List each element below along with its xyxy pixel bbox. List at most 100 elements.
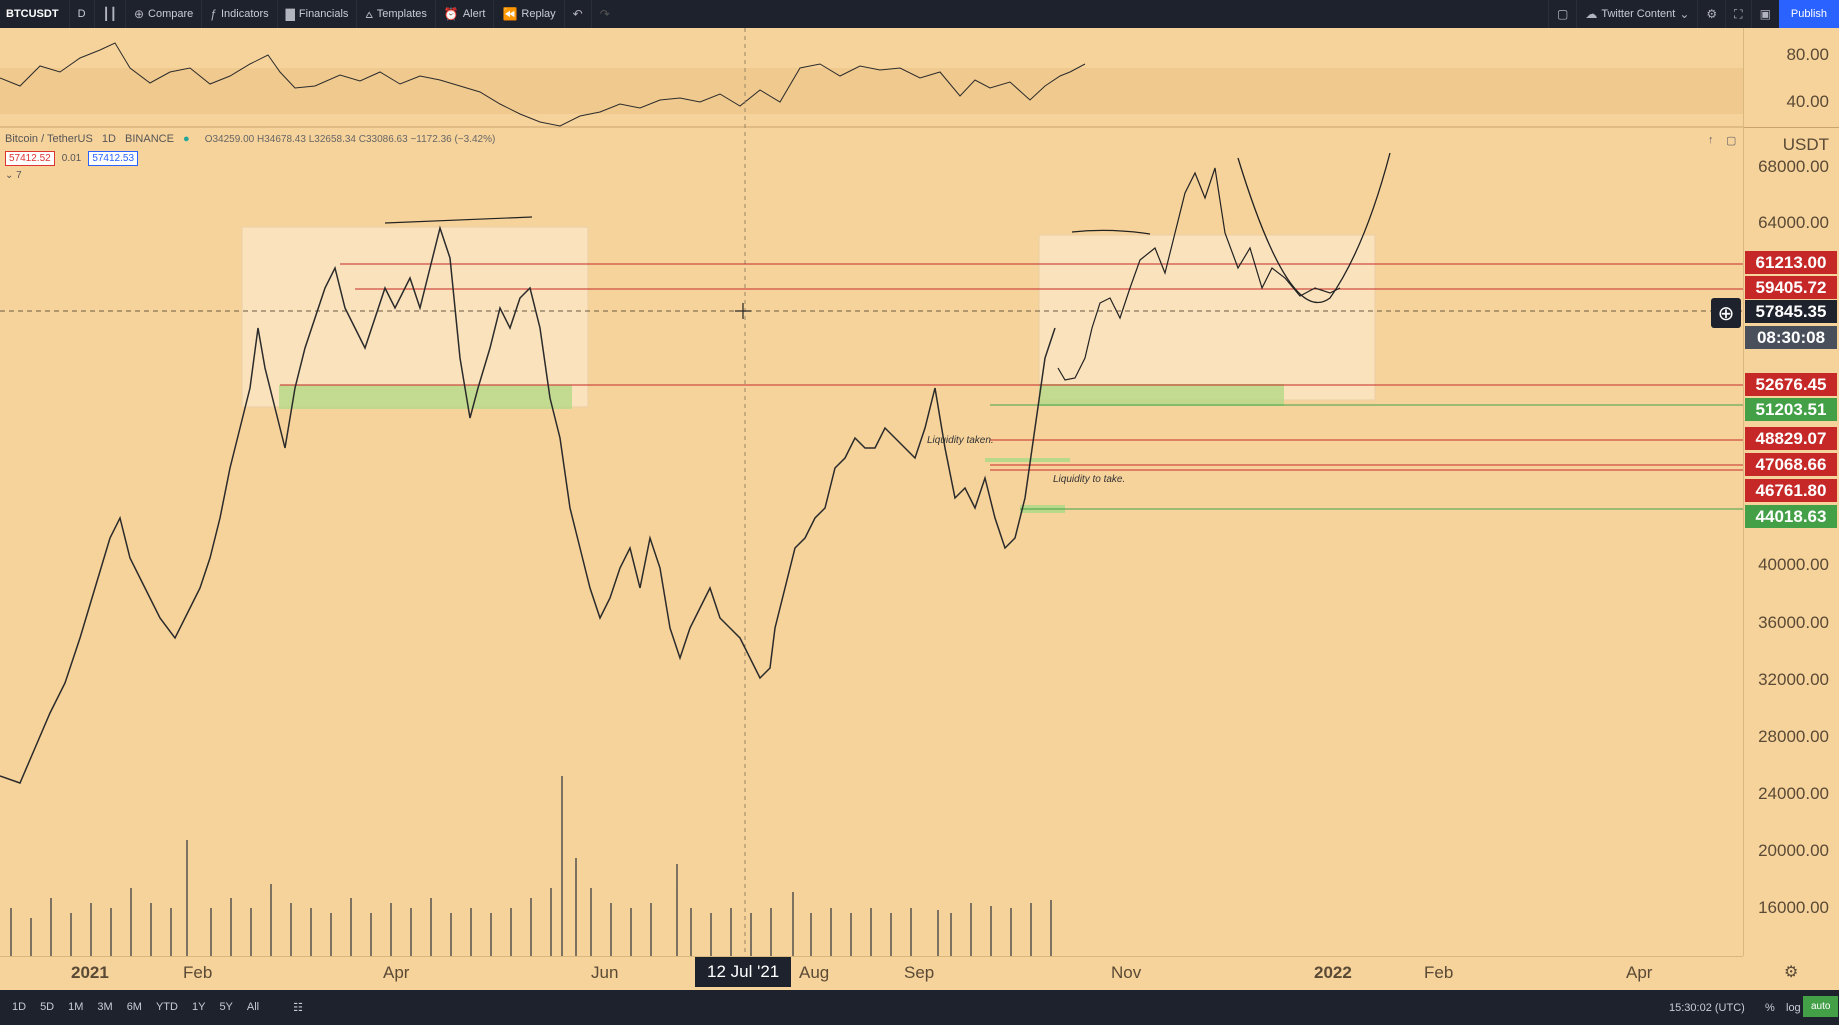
arrow-line[interactable] [384,216,533,224]
price-tag: 52676.45 [1745,373,1837,396]
axis-separator [1744,127,1839,128]
rsi-band [0,68,1743,114]
ask-price[interactable]: 57412.53 [88,151,139,166]
price-tick: 64000.00 [1758,213,1829,232]
compare-button[interactable]: ⊕ Compare [124,0,201,28]
log-toggle[interactable]: log [1786,1001,1801,1014]
price-tag: 44018.63 [1745,505,1837,528]
status-dot-icon: ● [183,133,190,145]
time-tick: 2022 [1314,963,1352,982]
price-tag: 46761.80 [1745,479,1837,502]
interval-button[interactable]: D [68,0,94,28]
time-tick: Aug [799,963,830,982]
cloud-icon: ☁ [1585,7,1598,21]
indicators-label: Indicators [220,8,269,20]
toolbar-right: ▢ ☁ Twitter Content ⌄ ⚙ ⛶ ▣ Publish [1548,0,1839,28]
undo-button[interactable]: ↶ [563,0,591,28]
add-alert-icon[interactable]: ⊕ [1711,298,1741,328]
redo-button[interactable]: ↷ [590,0,618,28]
undo-icon: ↶ [572,7,583,21]
templates-button[interactable]: ⩟ Templates [356,0,434,28]
square-icon: ▢ [1557,7,1569,21]
select-layout-button[interactable]: ▢ [1548,0,1576,28]
layout-menu[interactable]: ☁ Twitter Content ⌄ [1576,0,1697,28]
legend-title[interactable]: Bitcoin / TetherUS [5,133,93,145]
range-5y[interactable]: 5Y [219,1001,233,1013]
templates-label: Templates [376,8,427,20]
price-tick: 20000.00 [1758,841,1829,860]
crosshair-date-label: 12 Jul '21 [695,957,792,987]
time-tick: Nov [1111,963,1142,982]
legend-interval: 1D [101,133,116,145]
axis-settings-icon[interactable]: ⚙ [1784,964,1799,981]
publish-button[interactable]: Publish [1778,0,1839,28]
financials-label: Financials [298,8,349,20]
candles-icon: ┃┃ [102,7,117,21]
clock[interactable]: 15:30:02 (UTC) [1669,1001,1745,1014]
scribble[interactable] [1071,229,1151,235]
price-series [0,225,1056,784]
collapse-icon[interactable]: ⌄ [5,170,14,181]
rsi-tick-80: 80.00 [1786,45,1829,64]
price-tick: 28000.00 [1758,727,1829,746]
forecast-path[interactable] [1057,167,1341,381]
settings-button[interactable]: ⚙ [1697,0,1725,28]
financials-button[interactable]: ▇ Financials [276,0,357,28]
bottom-toolbar: 1D 5D 1M 3M 6M YTD 1Y 5Y All ☷ 15:30:02 … [0,990,1839,1025]
alarm-clock-icon: ⏰ [443,7,459,21]
time-tick: Jun [591,963,619,982]
symbol-search[interactable]: BTCUSDT [6,8,59,20]
range-box-left[interactable] [241,226,589,408]
range-1d[interactable]: 1D [12,1001,27,1013]
indicators-button[interactable]: ƒ Indicators [201,0,276,28]
maximize-pane-icon[interactable]: ▢ [1726,135,1737,147]
currency-label: USDT [1782,135,1829,154]
range-6m[interactable]: 6M [126,1001,142,1013]
range-all[interactable]: All [246,1001,260,1013]
range-1y[interactable]: 1Y [191,1001,206,1013]
demand-zone-left[interactable] [279,385,572,409]
small-zone-1[interactable] [985,458,1070,462]
time-tick: Feb [183,963,213,982]
auto-toggle[interactable]: auto [1803,996,1839,1017]
date-range-icon[interactable]: ☷ [293,1002,304,1014]
bid-price[interactable]: 57412.52 [5,151,55,166]
chart-pane[interactable]: Bitcoin / TetherUS 1D BINANCE ● O34259.0… [0,28,1743,956]
time-tick: Sep [904,963,935,982]
templates-icon: ⩟ [365,6,373,21]
range-box-right[interactable] [1038,234,1376,401]
price-tick: 40000.00 [1758,555,1829,574]
alert-button[interactable]: ⏰ Alert [434,0,494,28]
price-axis[interactable]: 80.00 40.00 USDT 68000.00 64000.00 61213… [1743,28,1839,956]
range-1m[interactable]: 1M [68,1001,84,1013]
chart-canvas[interactable] [0,28,1743,956]
annotation-liquidity-taken[interactable]: Liquidity taken. [927,435,994,446]
function-icon: ƒ [210,7,217,21]
replay-button[interactable]: ⏪ Replay [493,0,563,28]
snapshot-button[interactable]: ▣ [1750,0,1779,28]
price-tick: 16000.00 [1758,898,1829,917]
rewind-icon: ⏪ [502,7,518,21]
range-3m[interactable]: 3M [97,1001,113,1013]
time-axis[interactable]: 2021 Feb Apr Jun 12 Jul '21 Aug Sep Nov … [0,956,1743,988]
price-tag: 51203.51 [1745,398,1837,421]
forecast-curve[interactable] [1237,152,1391,304]
chart-type-button[interactable]: ┃┃ [93,0,125,28]
fullscreen-button[interactable]: ⛶ [1725,0,1750,28]
rsi-tick-40: 40.00 [1786,92,1829,111]
range-buttons: 1D 5D 1M 3M 6M YTD 1Y 5Y All ☷ [5,1001,310,1014]
plus-circle-icon: ⊕ [133,7,145,21]
range-5d[interactable]: 5D [40,1001,55,1013]
crosshair-cursor [735,303,751,319]
percent-toggle[interactable]: % [1765,1001,1775,1014]
annotation-liquidity-to-take[interactable]: Liquidity to take. [1053,474,1126,485]
time-tick: Feb [1424,963,1454,982]
layout-name: Twitter Content [1601,8,1676,20]
price-tick: 36000.00 [1758,613,1829,632]
fullscreen-icon: ⛶ [1734,6,1743,21]
demand-zone-right[interactable] [1039,384,1284,406]
price-tag-current: 57845.35 [1745,300,1837,323]
price-tag: 59405.72 [1745,276,1837,299]
range-ytd[interactable]: YTD [155,1001,178,1013]
scroll-up-icon[interactable]: ↑ [1708,134,1714,146]
